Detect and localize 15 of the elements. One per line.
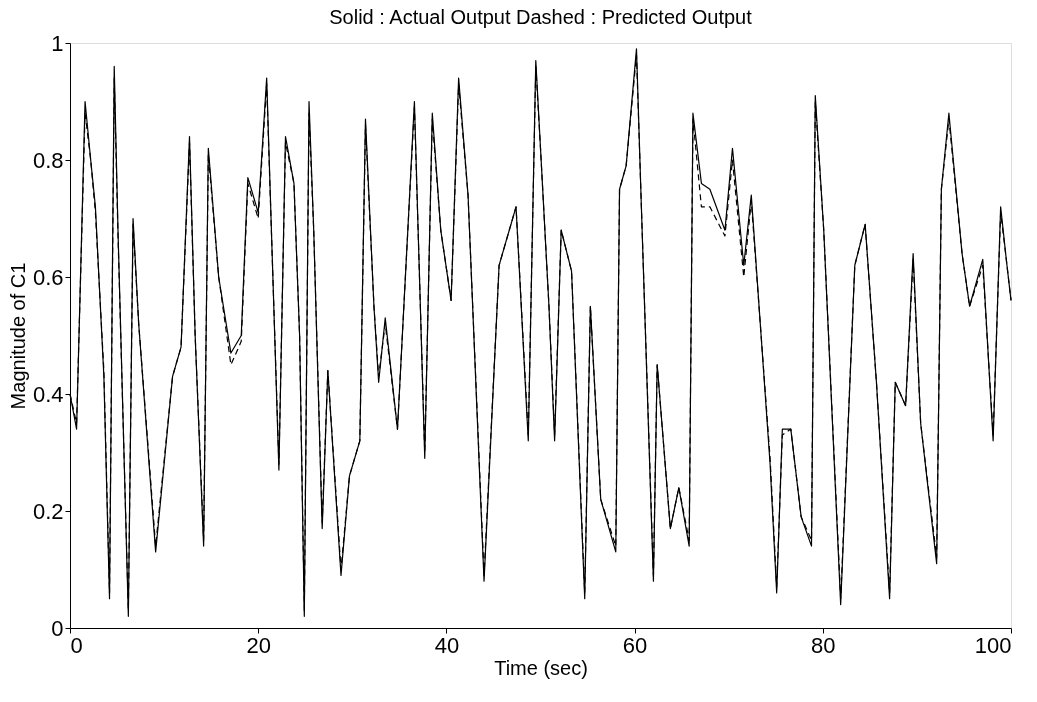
y-tick-label: 0.4 bbox=[32, 381, 64, 407]
y-tick-label: 0.2 bbox=[32, 498, 64, 524]
x-tick-label: 40 bbox=[434, 632, 460, 658]
x-tick-label: 0 bbox=[70, 632, 83, 658]
y-tick-label: 0.8 bbox=[32, 147, 64, 173]
x-tick-label: 100 bbox=[974, 632, 1012, 658]
x-tick-label: 60 bbox=[622, 632, 648, 658]
x-tick-label: 80 bbox=[811, 632, 836, 658]
y-tick-label: 1 bbox=[51, 30, 64, 56]
chart-title: Solid : Actual Output Dashed : Predicted Output bbox=[329, 6, 753, 28]
y-axis-title: Magnitude of C1 bbox=[6, 262, 29, 410]
x-tick-label: 20 bbox=[246, 632, 271, 658]
y-tick-label: 0 bbox=[51, 615, 64, 641]
y-tick-label: 0.6 bbox=[32, 264, 64, 290]
x-axis-title: Time (sec) bbox=[494, 656, 588, 679]
